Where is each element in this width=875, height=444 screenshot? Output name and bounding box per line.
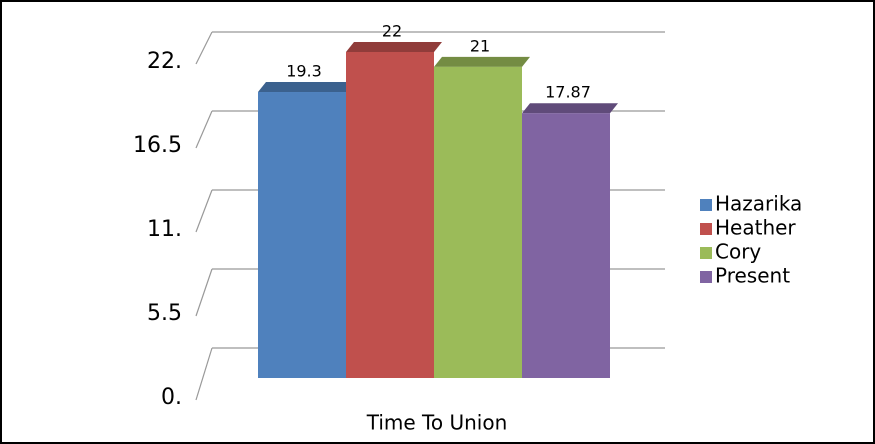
y-tick-label: 16.5 xyxy=(133,133,182,158)
data-label: 21 xyxy=(470,36,490,55)
bar xyxy=(522,113,610,378)
y-tick-label: 11. xyxy=(147,217,182,242)
bar xyxy=(258,92,346,378)
grid-line xyxy=(195,31,213,65)
data-label: 19.3 xyxy=(286,62,322,81)
legend-swatch xyxy=(700,271,712,283)
bar-top xyxy=(346,42,442,52)
legend-label: Present xyxy=(715,264,790,288)
y-tick-label: 0. xyxy=(161,385,182,410)
legend-swatch xyxy=(700,199,712,211)
data-label: 22 xyxy=(382,22,402,41)
legend-label: Heather xyxy=(715,216,796,240)
bar xyxy=(346,52,434,378)
data-label: 17.87 xyxy=(545,83,591,102)
y-tick-label: 5.5 xyxy=(147,301,182,326)
y-tick-label: 22. xyxy=(147,49,182,74)
grid-line xyxy=(195,268,213,317)
bar-top xyxy=(522,103,618,114)
bar-top xyxy=(258,82,354,93)
legend-swatch xyxy=(700,247,712,259)
grid-line xyxy=(195,189,213,233)
bar-top xyxy=(434,56,530,67)
x-tick-label: Time To Union xyxy=(366,411,508,435)
grid-line xyxy=(195,347,213,401)
grid-line xyxy=(195,110,213,149)
bar xyxy=(434,66,522,379)
legend-label: Cory xyxy=(715,240,761,264)
legend-label: Hazarika xyxy=(715,192,802,216)
legend-swatch xyxy=(700,223,712,235)
